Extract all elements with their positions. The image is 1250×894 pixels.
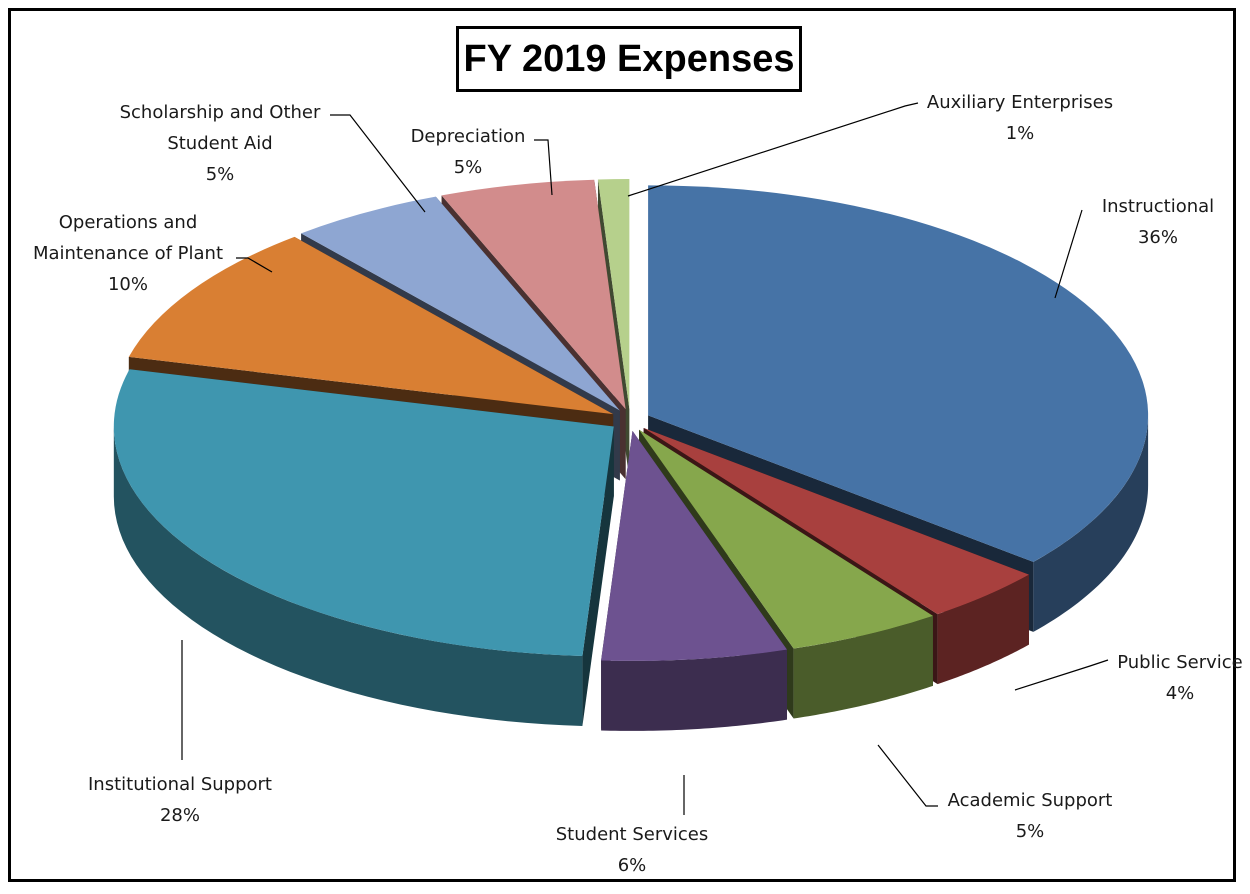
slice-name: Institutional Support bbox=[88, 774, 272, 795]
slice-percent: 1% bbox=[1006, 123, 1035, 144]
pie-slice-public-service bbox=[643, 428, 1029, 615]
slice-name: Depreciation bbox=[411, 126, 526, 147]
pie-slice-side bbox=[113, 426, 583, 727]
pie-slice-institutional-support bbox=[113, 369, 614, 657]
pie-slice-depreciation bbox=[441, 179, 626, 410]
slice-label: Institutional Support 28% bbox=[88, 774, 272, 826]
pie-slice-side bbox=[937, 574, 1029, 685]
pie-slice-instructional bbox=[648, 185, 1149, 562]
slice-label: Operations and Maintenance of Plant 10% bbox=[33, 212, 223, 295]
slice-percent: 5% bbox=[454, 157, 483, 178]
slice-label: Student Services 6% bbox=[556, 824, 708, 876]
pie-slice-academic-support bbox=[639, 429, 933, 649]
leader-line bbox=[534, 139, 553, 196]
slice-label: Auxiliary Enterprises 1% bbox=[927, 92, 1113, 144]
leader-line bbox=[1014, 659, 1109, 691]
slice-name: Auxiliary Enterprises bbox=[927, 92, 1113, 113]
slice-name: Student Services bbox=[556, 824, 708, 845]
pie-slice-side bbox=[793, 615, 933, 719]
pie-slice-wall bbox=[582, 426, 614, 727]
slice-percent: 10% bbox=[108, 274, 148, 295]
leader-line bbox=[330, 114, 426, 213]
slice-label: Academic Support 5% bbox=[948, 790, 1113, 842]
slice-name: Maintenance of Plant bbox=[33, 243, 223, 264]
slice-name: Academic Support bbox=[948, 790, 1113, 811]
pie-slice-operations-and-maintenance-of-plant bbox=[128, 236, 614, 415]
pie-slice-scholarship-and-other-student-aid bbox=[301, 196, 620, 411]
pie-slice-side bbox=[1033, 415, 1149, 632]
slice-label: Depreciation 5% bbox=[411, 126, 526, 178]
leader-line bbox=[1054, 209, 1083, 299]
leader-line bbox=[877, 744, 938, 807]
pie-slice-side bbox=[601, 649, 788, 731]
slice-percent: 5% bbox=[1016, 821, 1045, 842]
slice-name: Operations and bbox=[59, 212, 198, 233]
pie-slice-auxiliary-enterprises bbox=[597, 179, 630, 410]
leader-line bbox=[627, 102, 919, 197]
slice-name: Scholarship and Other bbox=[120, 102, 321, 123]
slice-label: Public Service 4% bbox=[1117, 652, 1243, 704]
slice-name: Instructional bbox=[1102, 196, 1214, 217]
leader-line bbox=[236, 257, 273, 273]
slice-percent: 28% bbox=[160, 805, 200, 826]
slice-name: Public Service bbox=[1117, 652, 1243, 673]
slice-percent: 36% bbox=[1138, 227, 1178, 248]
pie-slice-student-services bbox=[601, 430, 788, 661]
slice-percent: 6% bbox=[618, 855, 647, 876]
slice-percent: 5% bbox=[206, 164, 235, 185]
slice-percent: 4% bbox=[1166, 683, 1195, 704]
chart-title: FY 2019 Expenses bbox=[463, 37, 795, 80]
slice-name: Student Aid bbox=[167, 133, 272, 154]
chart-title-box: FY 2019 Expenses bbox=[456, 26, 802, 92]
slice-label: Instructional 36% bbox=[1102, 196, 1214, 248]
slice-label: Scholarship and Other Student Aid 5% bbox=[120, 102, 321, 185]
